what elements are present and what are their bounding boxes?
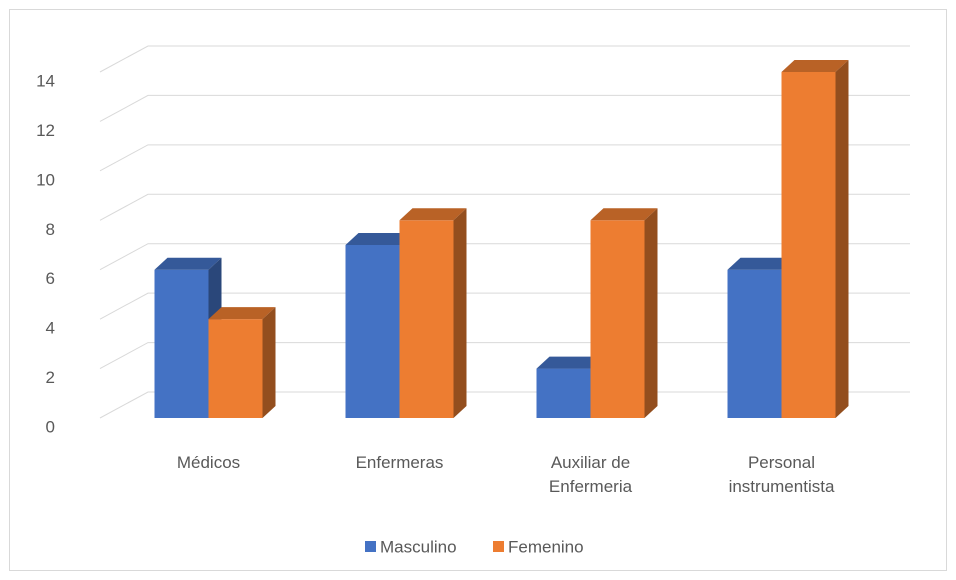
y-tick-label: 4 <box>46 319 55 338</box>
legend-swatch <box>493 541 504 552</box>
y-tick-label: 10 <box>36 170 55 189</box>
bar-top <box>727 257 795 270</box>
bar-top <box>590 208 658 221</box>
grid-line <box>99 45 910 73</box>
y-tick-label: 2 <box>46 368 55 387</box>
y-tick-label: 6 <box>46 269 55 288</box>
bar-top <box>208 307 276 320</box>
x-tick-label: Médicos <box>176 453 241 472</box>
bar <box>154 269 209 418</box>
x-tick-label: Auxiliar de Enfermeria <box>548 453 633 496</box>
bar-side <box>262 307 276 418</box>
y-tick-label: 12 <box>36 121 55 140</box>
bar-top <box>399 208 467 221</box>
bar <box>536 368 591 418</box>
x-tick-label: Personal instrumentista <box>728 453 835 496</box>
y-tick-label: 8 <box>46 220 55 239</box>
grid-line <box>99 193 910 221</box>
bar <box>727 269 782 418</box>
bar <box>590 220 645 418</box>
bar-side <box>835 60 849 418</box>
bar <box>781 72 836 418</box>
y-tick-label: 0 <box>46 417 55 436</box>
legend-label: Masculino <box>380 537 457 556</box>
bar-top <box>536 356 604 369</box>
bar <box>208 319 263 418</box>
legend-label: Femenino <box>508 537 584 556</box>
grid-line <box>99 94 910 122</box>
x-tick-label: Enfermeras <box>355 453 444 472</box>
y-tick-label: 14 <box>36 71 55 90</box>
bar <box>345 245 400 418</box>
bar-top <box>345 233 413 245</box>
legend-swatch <box>365 541 376 552</box>
grid-line <box>99 144 910 172</box>
bar-side <box>453 208 467 418</box>
bar-side <box>644 208 658 418</box>
bar-top <box>154 257 222 270</box>
bar-top <box>781 60 849 72</box>
bar <box>399 220 454 418</box>
